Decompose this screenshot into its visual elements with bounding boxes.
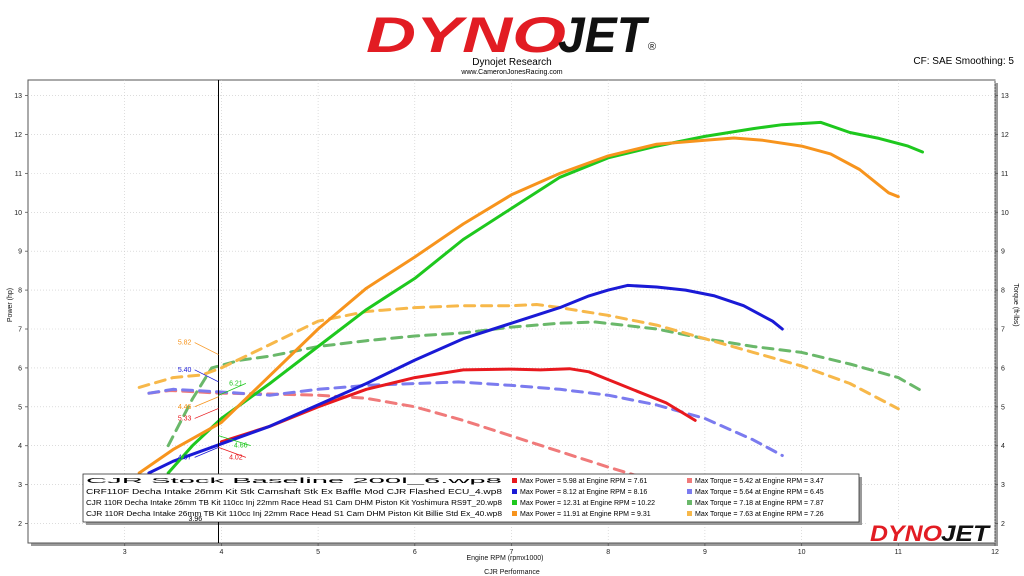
axis-ticks: 3 4 5 6 7 8 9 10 11 12 2 2 3 3 4 4 5 5 6 6 7 7 8 8 9 9 10 10 11 11 12 1…	[14, 93, 1009, 556]
annotation-leader	[218, 383, 247, 396]
power-series-3	[137, 136, 900, 475]
legend-power-swatch	[512, 478, 517, 483]
annotation-leader	[194, 396, 219, 408]
x-tick-label: 6	[413, 549, 417, 556]
annotation-label: 4.66	[234, 443, 248, 450]
legend-box	[82, 473, 860, 523]
y-tick-label: 2	[18, 521, 22, 528]
y2-tick-label: 11	[1001, 171, 1008, 178]
y-tick-label: 3	[18, 482, 22, 489]
legend-power-text: Max Power = 5.98 at Engine RPM = 7.61	[520, 478, 647, 485]
y-tick-label: 7	[18, 327, 22, 334]
y2-tick-label: 6	[1001, 365, 1005, 372]
registered-icon: ®	[648, 41, 656, 53]
torque-series-4	[147, 389, 649, 481]
y2-tick-label: 2	[1001, 521, 1005, 528]
legend-run-name: CJR 110R Decha Intake 26mm TB Kit 110cc …	[86, 500, 502, 507]
annotation-leader	[218, 446, 247, 458]
power-series-1	[147, 283, 784, 475]
y-tick-label: 4	[18, 443, 22, 450]
y2-tick-label: 9	[1001, 249, 1005, 256]
x-axis-label: Engine RPM (rpmx1000)	[466, 555, 543, 562]
x-tick-label: 9	[703, 549, 707, 556]
x-tick-label: 12	[991, 549, 999, 556]
legend-torque-text: Max Torque = 7.63 at Engine RPM = 7.26	[695, 511, 824, 518]
annotation-label: 5.33	[178, 415, 192, 422]
legend-torque-swatch	[687, 478, 692, 483]
y2-tick-label: 4	[1001, 443, 1005, 450]
legend-power-swatch	[512, 489, 517, 494]
y-axis-label: Power (hp)	[7, 288, 14, 322]
report-website: www.CameronJonesRacing.com	[461, 69, 563, 76]
annotation-label: 5.40	[178, 367, 192, 374]
power-series-0	[219, 367, 697, 444]
y2-tick-label: 10	[1001, 210, 1009, 217]
legend-torque-swatch	[687, 489, 692, 494]
legend-torque-swatch	[687, 500, 692, 505]
report-subtitle: Dynojet Research	[472, 57, 552, 68]
footer-logo-jet: JET	[941, 521, 991, 546]
y2-tick-label: 13	[1001, 93, 1009, 100]
legend-torque-text: Max Torque = 7.18 at Engine RPM = 7.87	[695, 500, 824, 507]
y2-tick-label: 5	[1001, 404, 1005, 411]
footer-logo-dyno: DYNO	[870, 521, 942, 546]
legend-run-name: CRF110F Decha Intake 26mm Kit Stk Camsha…	[86, 489, 502, 496]
logo-dyno-text: DYNO	[366, 7, 566, 58]
correction-factor-info: CF: SAE Smoothing: 5	[913, 56, 1014, 67]
legend-run-name: CJR Stock Baseline 200l_6.wp8	[86, 478, 502, 485]
x-tick-label: 11	[895, 549, 902, 556]
series-layer	[137, 120, 924, 481]
cursor-rpm-label: 3.96	[188, 516, 202, 523]
annotation-label: 4.07	[178, 454, 192, 461]
annotation-leader	[218, 435, 251, 447]
y2-tick-label: 3	[1001, 482, 1005, 489]
y-tick-label: 10	[14, 210, 22, 217]
y-tick-label: 8	[18, 288, 22, 295]
logo-jet-text: JET	[558, 7, 650, 58]
legend[interactable]: CJR Stock Baseline 200l_6.wp8 Max Power =…	[82, 473, 862, 543]
x-tick-label: 7	[510, 549, 514, 556]
footer-logo: DYNO JET	[868, 520, 992, 546]
y2-tick-label: 8	[1001, 288, 1005, 295]
power-series-2	[166, 120, 924, 475]
legend-power-swatch	[512, 511, 517, 516]
legend-run-name: CJR 110R Decha Intake 26mm TB Kit 110cc …	[86, 511, 502, 518]
legend-power-swatch	[512, 500, 517, 505]
annotation-label: 5.82	[178, 340, 192, 347]
dynojet-logo: DYNO JET ®	[366, 7, 656, 58]
annotation-leader	[194, 342, 219, 355]
legend-torque-text: Max Torque = 5.42 at Engine RPM = 3.47	[695, 478, 824, 485]
annotation-label: 4.46	[178, 404, 192, 411]
y-tick-label: 6	[18, 365, 22, 372]
y-tick-label: 13	[14, 93, 22, 100]
x-tick-label: 5	[316, 549, 320, 556]
torque-series-7	[137, 303, 900, 411]
legend-power-text: Max Power = 12.31 at Engine RPM = 10.22	[520, 500, 655, 507]
annotation-leader	[194, 369, 219, 383]
annotation-leader	[194, 446, 219, 458]
y-tick-label: 5	[18, 404, 22, 411]
x-tick-label: 8	[606, 549, 610, 556]
x-tick-label: 10	[798, 549, 806, 556]
x-tick-label: 4	[219, 549, 223, 556]
legend-power-text: Max Power = 8.12 at Engine RPM = 8.16	[520, 489, 647, 496]
legend-torque-swatch	[687, 511, 692, 516]
run-title: CJR Performance	[484, 569, 540, 576]
y2-tick-label: 7	[1001, 327, 1005, 334]
y-tick-label: 11	[15, 171, 22, 178]
x-tick-label: 3	[123, 549, 127, 556]
annotation-label: 4.02	[229, 454, 243, 461]
annotation-leader	[194, 408, 219, 419]
y-tick-label: 9	[18, 249, 22, 256]
torque-series-5	[147, 380, 784, 457]
legend-torque-text: Max Torque = 5.64 at Engine RPM = 6.45	[695, 489, 824, 496]
y2-axis-label: Torque (ft-lbs)	[1012, 283, 1019, 326]
y2-tick-label: 12	[1001, 132, 1009, 139]
y-tick-label: 12	[14, 132, 22, 139]
annotation-layer: 5.82 5.40 6.21 4.46 5.33 4.66 4.07 4.02	[178, 340, 251, 461]
annotation-label: 6.21	[229, 380, 243, 387]
legend-power-text: Max Power = 11.91 at Engine RPM = 9.31	[520, 511, 651, 518]
